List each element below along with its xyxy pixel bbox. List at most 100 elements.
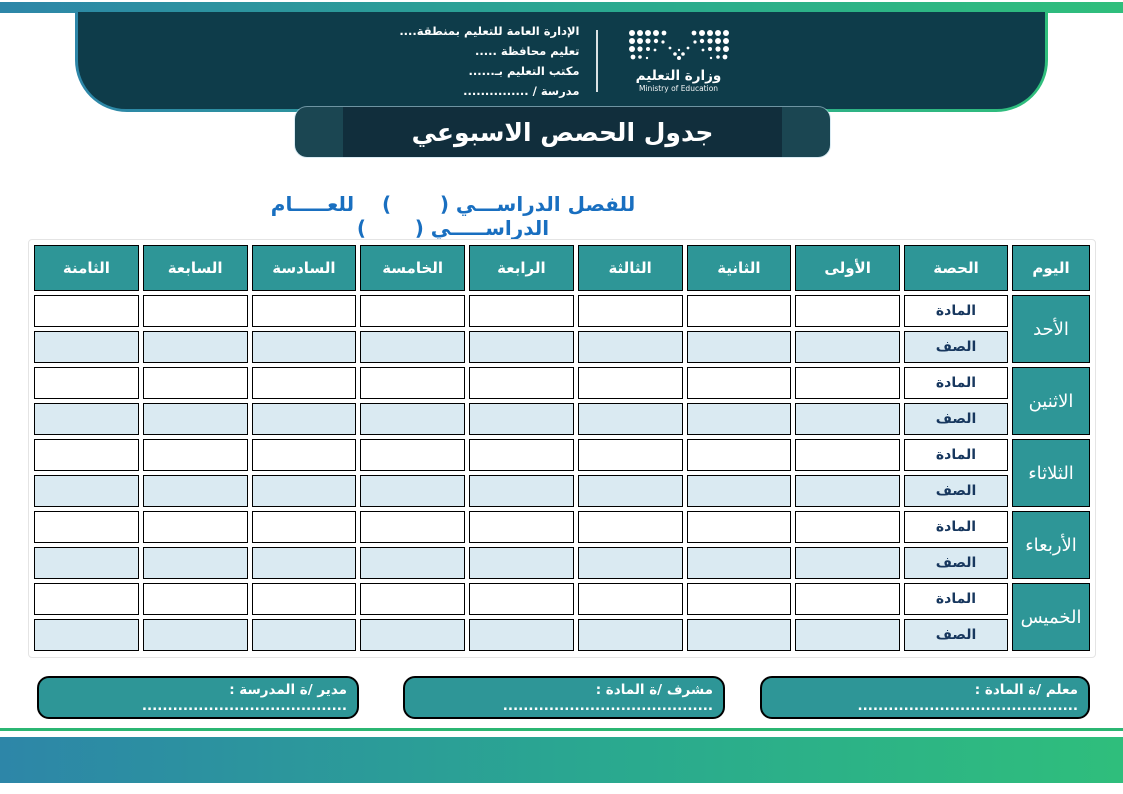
schedule-cell-d2-p5-class[interactable] — [360, 475, 465, 507]
table-header-period-0: الحصة — [904, 245, 1008, 291]
row-label-class-day3: الصف — [904, 547, 1008, 579]
schedule-cell-d1-p3-subject[interactable] — [577, 367, 683, 399]
schedule-cell-d1-p4-subject[interactable] — [469, 367, 574, 399]
schedule-cell-d0-p7-class[interactable] — [142, 331, 248, 363]
schedule-cell-d3-p7-subject[interactable] — [142, 511, 248, 543]
schedule-cell-d0-p3-class[interactable] — [577, 331, 683, 363]
schedule-cell-d4-p7-class[interactable] — [142, 619, 248, 651]
schedule-cell-d1-p2-class[interactable] — [686, 403, 792, 435]
schedule-cell-d2-p6-subject[interactable] — [251, 439, 357, 471]
schedule-cell-d1-p8-class[interactable] — [34, 403, 139, 435]
schedule-cell-d2-p8-subject[interactable] — [34, 439, 139, 471]
schedule-cell-d3-p8-subject[interactable] — [34, 511, 139, 543]
schedule-cell-d0-p4-class[interactable] — [469, 331, 574, 363]
schedule-cell-d2-p7-class[interactable] — [142, 475, 248, 507]
schedule-cell-d1-p4-class[interactable] — [469, 403, 574, 435]
table-header-day: اليوم — [1012, 245, 1090, 291]
schedule-cell-d2-p7-subject[interactable] — [142, 439, 248, 471]
schedule-cell-d0-p8-class[interactable] — [34, 331, 139, 363]
schedule-cell-d3-p7-class[interactable] — [142, 547, 248, 579]
bottom-thin-line — [0, 728, 1123, 731]
table-header-period-7: السابعة — [142, 245, 248, 291]
org-line-governorate: تعليم محافظة ..... — [475, 43, 580, 58]
schedule-cell-d3-p8-class[interactable] — [34, 547, 139, 579]
schedule-cell-d3-p1-subject[interactable] — [795, 511, 900, 543]
schedule-cell-d2-p4-subject[interactable] — [469, 439, 574, 471]
table-header-period-2: الثانية — [686, 245, 792, 291]
schedule-cell-d4-p4-subject[interactable] — [469, 583, 574, 615]
schedule-cell-d4-p7-subject[interactable] — [142, 583, 248, 615]
schedule-cell-d3-p1-class[interactable] — [795, 547, 900, 579]
schedule-cell-d1-p6-subject[interactable] — [251, 367, 357, 399]
supervisor-signature-box[interactable]: مشرف /ة المادة : .......................… — [403, 676, 725, 719]
schedule-cell-d4-p6-class[interactable] — [251, 619, 357, 651]
schedule-cell-d3-p6-subject[interactable] — [251, 511, 357, 543]
schedule-cell-d1-p5-class[interactable] — [360, 403, 465, 435]
header-divider — [595, 29, 598, 92]
schedule-cell-d4-p8-class[interactable] — [34, 619, 139, 651]
schedule-cell-d2-p1-class[interactable] — [795, 475, 900, 507]
schedule-cell-d0-p6-subject[interactable] — [251, 295, 357, 327]
schedule-cell-d4-p3-subject[interactable] — [577, 583, 683, 615]
schedule-cell-d0-p7-subject[interactable] — [142, 295, 248, 327]
schedule-cell-d1-p2-subject[interactable] — [686, 367, 792, 399]
schedule-cell-d1-p8-subject[interactable] — [34, 367, 139, 399]
schedule-cell-d4-p5-subject[interactable] — [360, 583, 465, 615]
schedule-cell-d2-p3-class[interactable] — [577, 475, 683, 507]
schedule-cell-d0-p2-class[interactable] — [686, 331, 792, 363]
schedule-cell-d3-p2-class[interactable] — [686, 547, 792, 579]
schedule-table: اليوم الحصة الأولى الثانية الثالثة الرابعة الخ… — [34, 245, 1090, 651]
schedule-cell-d2-p1-subject[interactable] — [795, 439, 900, 471]
schedule-cell-d4-p6-subject[interactable] — [251, 583, 357, 615]
schedule-cell-d0-p1-class[interactable] — [795, 331, 900, 363]
schedule-cell-d4-p1-subject[interactable] — [795, 583, 900, 615]
schedule-cell-d1-p7-class[interactable] — [142, 403, 248, 435]
schedule-cell-d0-p5-subject[interactable] — [360, 295, 465, 327]
schedule-cell-d4-p4-class[interactable] — [469, 619, 574, 651]
schedule-cell-d3-p4-class[interactable] — [469, 547, 574, 579]
schedule-cell-d4-p2-subject[interactable] — [686, 583, 792, 615]
schedule-cell-d0-p3-subject[interactable] — [577, 295, 683, 327]
schedule-cell-d2-p2-class[interactable] — [686, 475, 792, 507]
schedule-cell-d0-p1-subject[interactable] — [795, 295, 900, 327]
schedule-cell-d1-p1-subject[interactable] — [795, 367, 900, 399]
schedule-cell-d1-p1-class[interactable] — [795, 403, 900, 435]
schedule-cell-d1-p6-class[interactable] — [251, 403, 357, 435]
schedule-cell-d0-p2-subject[interactable] — [686, 295, 792, 327]
schedule-cell-d4-p8-subject[interactable] — [34, 583, 139, 615]
schedule-cell-d0-p5-class[interactable] — [360, 331, 465, 363]
schedule-cell-d2-p8-class[interactable] — [34, 475, 139, 507]
schedule-cell-d0-p4-subject[interactable] — [469, 295, 574, 327]
schedule-cell-d0-p8-subject[interactable] — [34, 295, 139, 327]
schedule-cell-d2-p4-class[interactable] — [469, 475, 574, 507]
schedule-cell-d1-p5-subject[interactable] — [360, 367, 465, 399]
schedule-cell-d3-p5-class[interactable] — [360, 547, 465, 579]
schedule-cell-d4-p5-class[interactable] — [360, 619, 465, 651]
day-cell-1: الاثنين — [1012, 367, 1090, 435]
org-line-office: مكتب التعليم بـ...... — [468, 63, 580, 78]
teacher-signature-box[interactable]: معلم /ة المادة : .......................… — [760, 676, 1090, 719]
principal-signature-box[interactable]: مدير /ة المدرسة : ......................… — [37, 676, 359, 719]
schedule-cell-d2-p5-subject[interactable] — [360, 439, 465, 471]
ministry-logo-dots-icon — [628, 29, 729, 60]
header-panel-border: الإدارة العامة للتعليم بمنطقة.... تعليم … — [75, 12, 1048, 112]
schedule-cell-d1-p3-class[interactable] — [577, 403, 683, 435]
schedule-cell-d3-p6-class[interactable] — [251, 547, 357, 579]
schedule-cell-d1-p7-subject[interactable] — [142, 367, 248, 399]
schedule-cell-d3-p3-subject[interactable] — [577, 511, 683, 543]
schedule-cell-d4-p1-class[interactable] — [795, 619, 900, 651]
schedule-cell-d3-p5-subject[interactable] — [360, 511, 465, 543]
schedule-cell-d4-p2-class[interactable] — [686, 619, 792, 651]
schedule-cell-d3-p2-subject[interactable] — [686, 511, 792, 543]
schedule-cell-d2-p3-subject[interactable] — [577, 439, 683, 471]
schedule-cell-d2-p2-subject[interactable] — [686, 439, 792, 471]
schedule-cell-d4-p3-class[interactable] — [577, 619, 683, 651]
schedule-cell-d2-p6-class[interactable] — [251, 475, 357, 507]
schedule-cell-d3-p4-subject[interactable] — [469, 511, 574, 543]
bottom-gradient-bar — [0, 737, 1123, 783]
schedule-cell-d3-p3-class[interactable] — [577, 547, 683, 579]
schedule-cell-d0-p6-class[interactable] — [251, 331, 357, 363]
table-header-period-3: الثالثة — [577, 245, 683, 291]
row-label-subject-day0: المادة — [904, 295, 1008, 327]
org-line-school: مدرسة / ............... — [463, 83, 580, 98]
